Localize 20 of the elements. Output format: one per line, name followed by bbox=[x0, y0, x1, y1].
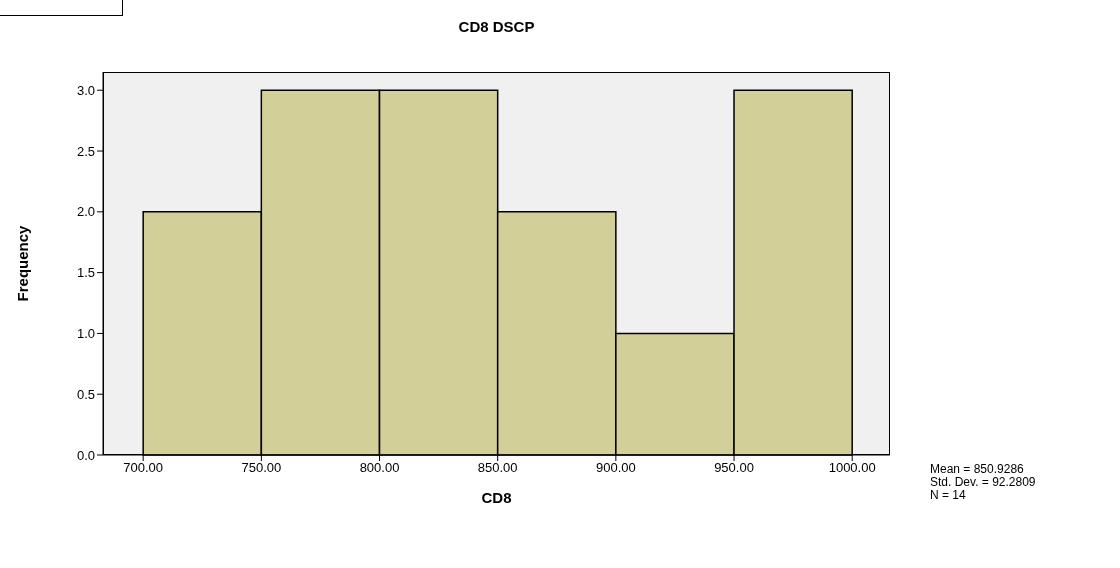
y-tick-label: 1.0 bbox=[76, 326, 95, 342]
chart-title: CD8 DSCP bbox=[457, 18, 536, 35]
x-axis-title: CD8 bbox=[481, 489, 512, 506]
y-tick-label: 1.5 bbox=[76, 265, 95, 281]
text: Std. Dev. = 92.2809 bbox=[930, 475, 1036, 489]
y-tick-label: 2.0 bbox=[76, 204, 95, 220]
y-tick-label: 0.0 bbox=[76, 447, 95, 463]
y-tick-label: 0.5 bbox=[76, 386, 95, 402]
x-tick-label: 700.00 bbox=[123, 460, 164, 476]
x-tick-label: 900.00 bbox=[595, 460, 636, 476]
x-tick-label: 1000.00 bbox=[828, 460, 876, 476]
text: Mean = 850.9286 bbox=[930, 462, 1025, 476]
x-tick-label: 850.00 bbox=[477, 460, 518, 476]
x-tick-label: 950.00 bbox=[714, 460, 754, 476]
text: N = 14 bbox=[930, 488, 967, 502]
y-tick-label: 3.0 bbox=[76, 82, 95, 98]
x-tick-label: 800.00 bbox=[359, 460, 400, 476]
y-axis-title: Frequency bbox=[14, 224, 32, 302]
y-tick-label: 2.5 bbox=[76, 143, 95, 159]
x-tick-label: 750.00 bbox=[241, 460, 282, 476]
